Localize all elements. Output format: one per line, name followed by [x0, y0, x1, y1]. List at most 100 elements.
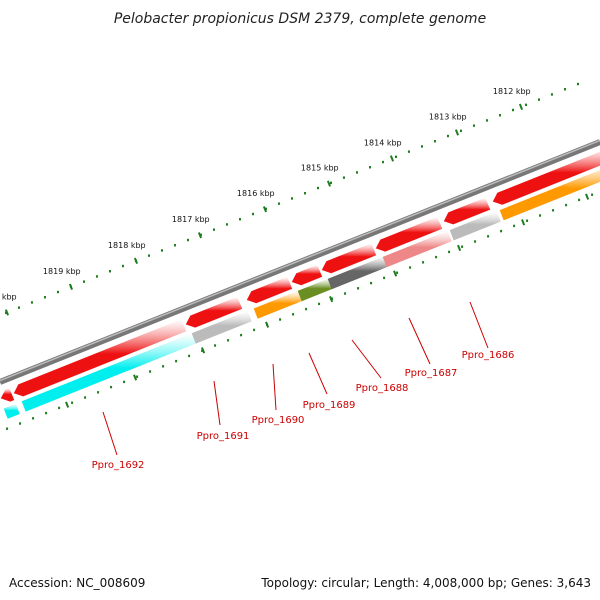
scale-label: 1812 kbp	[493, 87, 531, 96]
minor-tick	[4, 311, 7, 315]
minor-tick	[422, 261, 425, 264]
leader-line	[213, 380, 221, 426]
minor-tick	[537, 98, 540, 101]
gene-feature	[185, 296, 243, 328]
minor-tick	[552, 209, 555, 212]
scale-labels: 1812 kbp 1813 kbp 1814 kbp 1815 kbp 1816 kbp…	[0, 87, 531, 302]
major-tick	[201, 347, 206, 354]
minor-tick	[316, 186, 319, 190]
minor-tick	[409, 266, 412, 269]
gene-leader-lines	[102, 301, 489, 456]
gene-label: Ppro_1686	[462, 350, 515, 361]
minor-tick	[524, 103, 527, 107]
minor-tick	[6, 427, 9, 430]
minor-tick	[565, 203, 568, 207]
major-tick	[326, 180, 332, 187]
minor-tick	[201, 349, 204, 352]
minor-tick	[121, 264, 124, 268]
minor-tick	[82, 280, 85, 283]
minor-tick	[56, 290, 59, 294]
minor-tick	[394, 155, 397, 159]
gene-label: Ppro_1687	[405, 368, 458, 379]
minor-tick	[342, 176, 345, 179]
gene-label: Ppro_1689	[303, 400, 356, 411]
minor-tick	[370, 281, 373, 285]
major-tick	[262, 206, 268, 213]
minor-tick	[433, 140, 436, 143]
scale-label: 1816 kbp	[237, 189, 275, 198]
major-tick	[393, 270, 398, 277]
minor-tick	[110, 385, 113, 389]
minor-tick	[175, 359, 178, 363]
major-tick	[457, 244, 462, 252]
major-tick	[518, 103, 524, 110]
minor-tick	[318, 302, 321, 306]
minor-tick	[45, 411, 48, 415]
minor-tick	[329, 181, 332, 185]
minor-tick	[84, 396, 87, 399]
minor-tick	[173, 244, 176, 247]
minor-tick-dots	[4, 82, 594, 430]
gene-feature	[327, 256, 389, 290]
minor-tick	[225, 223, 228, 226]
minor-tick	[240, 333, 243, 337]
accession-text: Accession: NC_008609	[9, 576, 146, 590]
minor-tick	[292, 313, 295, 316]
scale-label: 1817 kbp	[172, 215, 210, 224]
minor-tick	[498, 114, 501, 117]
minor-tick	[251, 212, 254, 216]
minor-tick	[162, 365, 165, 368]
minor-tick	[578, 198, 581, 202]
minor-tick	[214, 344, 217, 347]
minor-tick	[407, 150, 410, 153]
gene-features	[0, 151, 600, 419]
gene-feature	[321, 243, 377, 274]
gene-feature	[3, 403, 20, 419]
minor-tick	[459, 129, 462, 133]
scale-label: 1819 kbp	[43, 267, 81, 276]
backbone-line	[0, 139, 600, 385]
gene-feature	[499, 169, 600, 221]
major-tick	[585, 193, 590, 200]
map-title: Pelobacter propionicus DSM 2379, complet…	[114, 11, 486, 27]
leader-line	[102, 411, 118, 456]
minor-tick	[396, 271, 399, 274]
major-tick	[65, 401, 70, 408]
minor-tick	[238, 218, 241, 221]
minor-tick	[43, 296, 46, 299]
gene-feature	[297, 278, 334, 302]
major-tick	[197, 232, 203, 239]
leader-line	[408, 317, 431, 365]
minor-tick	[420, 145, 423, 148]
minor-tick	[461, 245, 464, 248]
minor-tick	[95, 275, 98, 278]
minor-tick	[58, 406, 61, 410]
minor-tick	[355, 171, 358, 174]
minor-tick	[513, 224, 516, 228]
minor-tick	[290, 197, 293, 200]
minor-tick	[446, 134, 449, 138]
major-tick	[389, 155, 395, 162]
gene-feature	[0, 388, 15, 402]
minor-tick	[435, 255, 438, 259]
minor-tick	[97, 391, 100, 394]
minor-tick	[108, 270, 111, 273]
minor-tick	[526, 219, 529, 222]
minor-tick	[368, 166, 371, 169]
minor-tick	[500, 229, 503, 233]
gene-feature	[449, 211, 501, 241]
major-tick	[265, 321, 270, 328]
minor-tick	[17, 306, 20, 309]
minor-tick	[212, 228, 215, 231]
genome-summary-text: Topology: circular; Length: 4,008,000 bp…	[261, 576, 591, 590]
minor-tick	[591, 193, 594, 196]
gene-feature	[443, 197, 491, 225]
major-tick	[454, 129, 460, 136]
gene-feature	[382, 230, 452, 268]
minor-tick	[474, 240, 477, 243]
minor-tick	[448, 250, 451, 254]
scale-label: 1815 kbp	[301, 164, 339, 173]
gene-feature	[191, 310, 252, 344]
gene-label: Ppro_1688	[356, 383, 409, 394]
minor-tick	[199, 233, 202, 237]
